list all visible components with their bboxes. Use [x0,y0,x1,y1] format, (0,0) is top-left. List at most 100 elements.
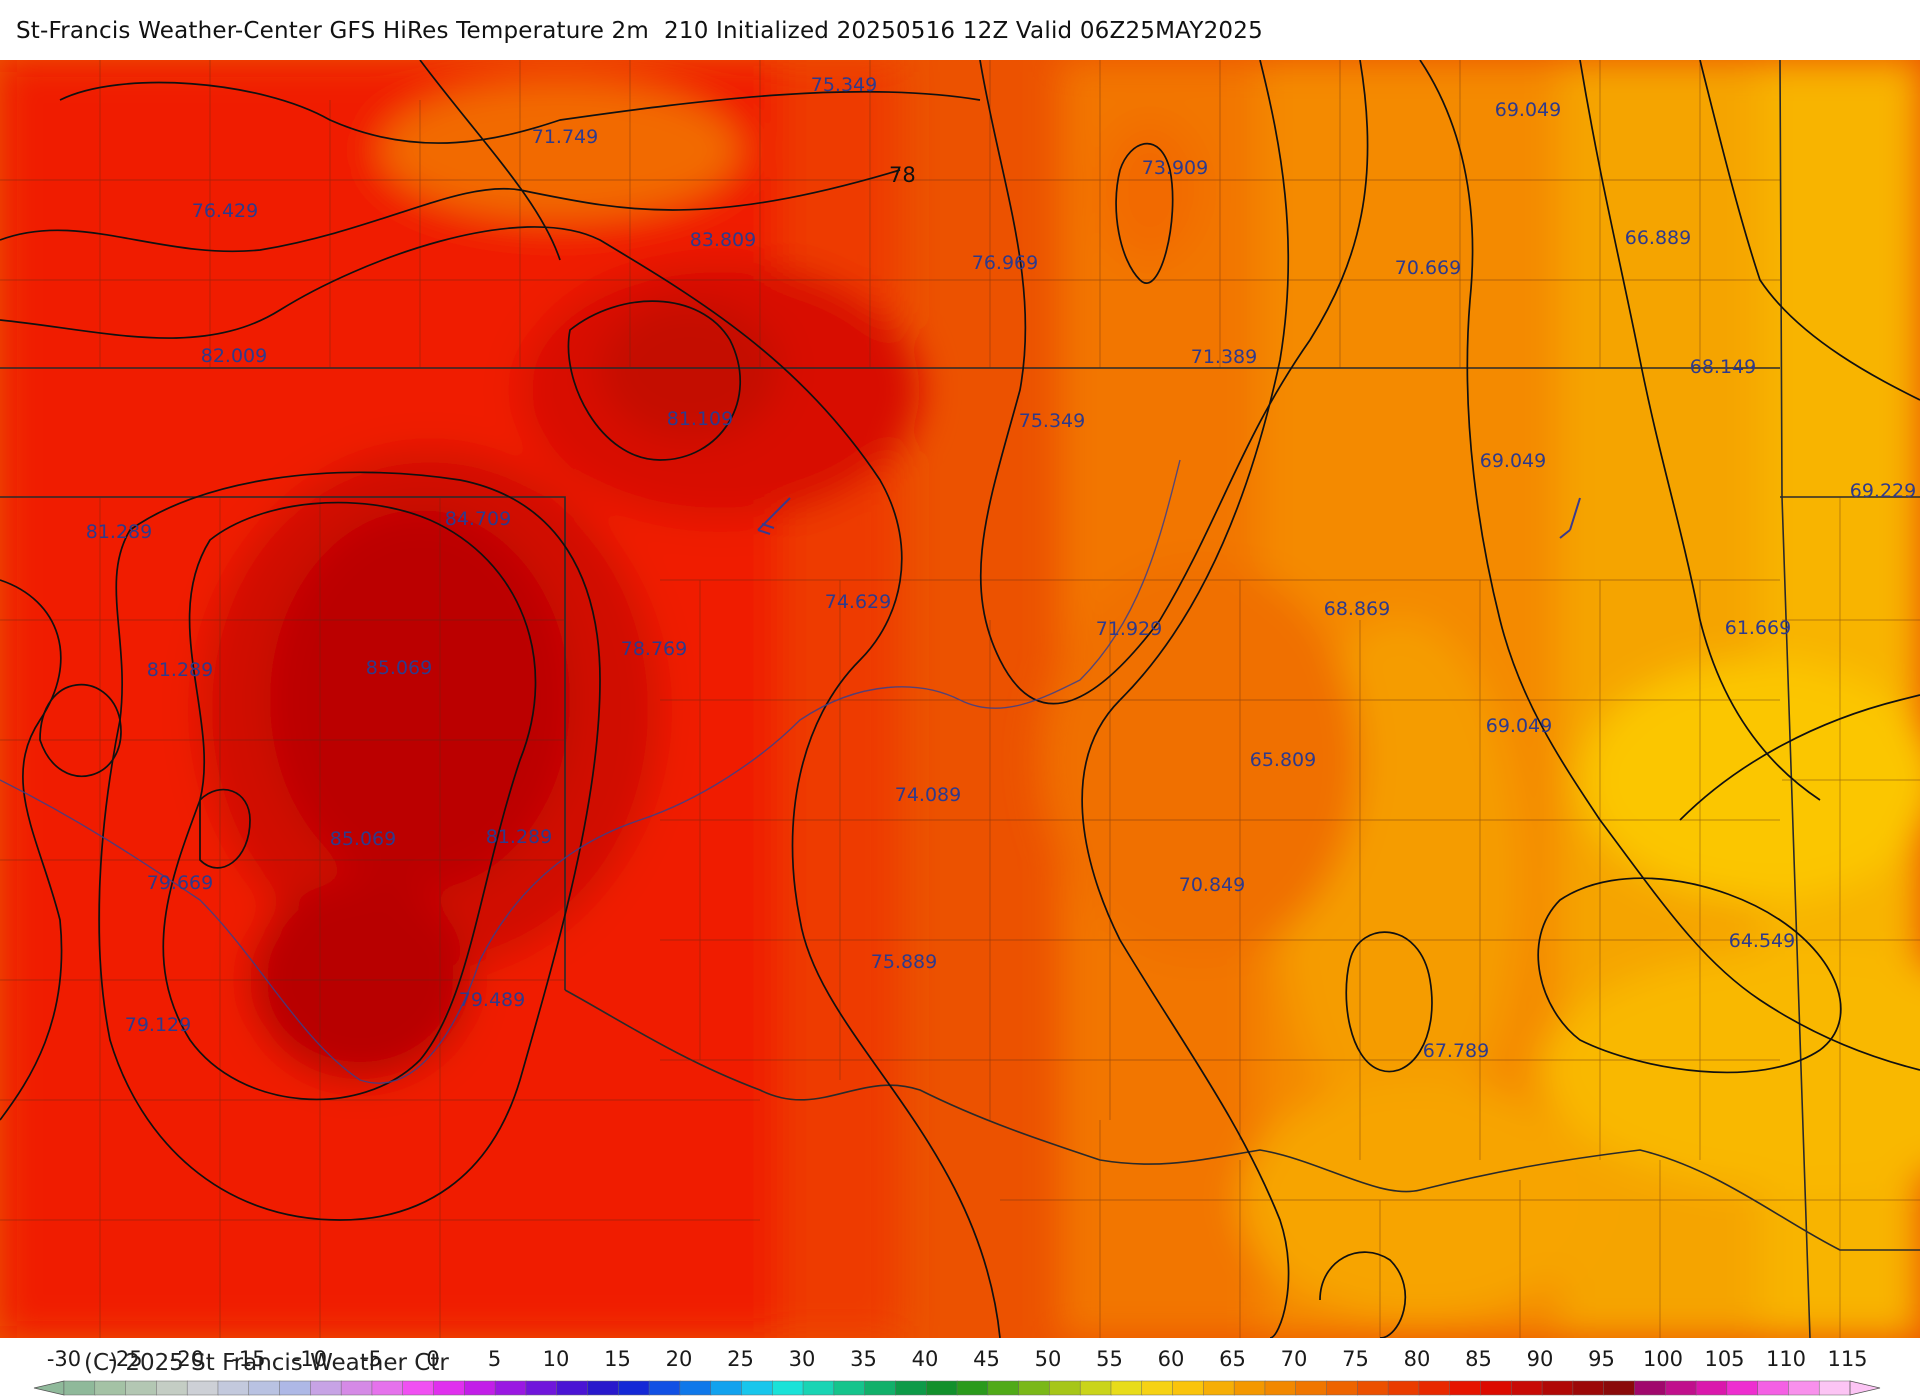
colorbar-swatch [63,1380,96,1396]
colorbar-min-arrow [33,1380,65,1396]
temperature-value-label: 68.869 [1324,598,1390,620]
temperature-map[interactable]: 75.349 71.749 76.429 83.809 73.909 69.049 66.8… [0,60,1920,1338]
temperature-fill-bands [0,60,1920,1338]
colorbar-swatches [33,1380,1881,1396]
colorbar-tick-label: -10 [293,1347,327,1371]
colorbar-tick-label: 70 [1281,1347,1308,1371]
temperature-value-label: 71.929 [1096,618,1162,640]
colorbar-swatch [679,1380,712,1396]
temperature-value-label: 65.809 [1250,749,1316,771]
temperature-value-label: 83.809 [690,229,756,251]
temperature-value-label: 67.789 [1423,1040,1489,1062]
colorbar-tick-label: 10 [543,1347,570,1371]
colorbar-max-arrow [1849,1380,1881,1396]
colorbar-swatch [1203,1380,1235,1396]
colorbar-swatch [125,1380,158,1396]
temperature-value-label: 81.289 [86,521,152,543]
colorbar-swatch [1603,1380,1636,1396]
colorbar-swatch [802,1380,835,1396]
colorbar-swatch [1664,1380,1697,1396]
colorbar-tick-label: 110 [1766,1347,1806,1371]
colorbar-tick-label: 45 [973,1347,1000,1371]
colorbar-swatch [248,1380,281,1396]
colorbar-swatch [956,1380,989,1396]
temperature-value-label: 69.049 [1486,715,1552,737]
contour-label: 78 [889,163,916,187]
colorbar-swatch [402,1380,435,1396]
colorbar-tick-label: 65 [1219,1347,1246,1371]
colorbar-tick-label: 30 [789,1347,816,1371]
colorbar-swatch [987,1380,1020,1396]
colorbar-swatch [771,1380,804,1396]
colorbar-tick-label: 90 [1527,1347,1554,1371]
colorbar-swatch [1264,1380,1297,1396]
colorbar-swatch [1634,1380,1666,1396]
colorbar-swatch [340,1380,373,1396]
temperature-value-label: 70.849 [1179,874,1245,896]
temperature-value-label: 69.049 [1480,450,1546,472]
temperature-value-label: 66.889 [1625,227,1691,249]
colorbar-swatch [1357,1380,1389,1396]
temperature-value-label: 85.069 [366,657,432,679]
colorbar-tick-label: -20 [170,1347,204,1371]
colorbar-swatch [94,1380,127,1396]
isotherm-contours [0,60,1920,1338]
colorbar-swatch [895,1380,927,1396]
colorbar-swatch [1172,1380,1205,1396]
temperature-value-label: 79.129 [125,1014,191,1036]
temperature-value-label: 69.229 [1850,480,1916,502]
colorbar-swatch [156,1380,188,1396]
colorbar-tick-label: 5 [488,1347,501,1371]
colorbar-tick-label: 115 [1827,1347,1867,1371]
colorbar-tick-label: 50 [1035,1347,1062,1371]
colorbar-swatch [1049,1380,1081,1396]
temperature-value-label: 75.349 [811,74,877,96]
colorbar-swatch [1449,1380,1482,1396]
colorbar-tick-label: 20 [666,1347,693,1371]
colorbar-swatch [1541,1380,1574,1396]
colorbar-swatch [556,1380,589,1396]
colorbar-swatch [618,1380,650,1396]
temperature-value-label: 81.109 [667,408,733,430]
state-boundaries [0,60,1920,1338]
colorbar-swatch [741,1380,773,1396]
temperature-value-label: 74.629 [825,591,891,613]
colorbar-tick-label: 0 [426,1347,439,1371]
temperature-colorbar: -30 -25 -20 -15 -10 -5 0 5 10 15 20 25 30 35 40 45 50 55 6… [33,1347,1881,1396]
temperature-value-label: 79.669 [147,872,213,894]
temperature-value-label: 69.049 [1495,99,1561,121]
temperature-value-label: 61.669 [1725,617,1791,639]
colorbar-swatch [587,1380,620,1396]
colorbar-swatch [525,1380,558,1396]
colorbar-tick-label: 35 [850,1347,877,1371]
colorbar-swatch [1511,1380,1543,1396]
map-title: St-Francis Weather-Center GFS HiRes Temp… [16,18,1263,44]
colorbar-tick-label: -25 [108,1347,142,1371]
colorbar-swatch [1079,1380,1112,1396]
colorbar-swatch [1818,1380,1851,1396]
temperature-value-label: 78.769 [621,638,687,660]
colorbar-tick-label: 60 [1158,1347,1185,1371]
reference-isotherm [0,459,1181,1084]
temperature-value-label: 73.909 [1142,157,1208,179]
colorbar-swatch [1141,1380,1174,1396]
colorbar-tick-label: -30 [47,1347,81,1371]
colorbar-tick-label: 15 [604,1347,631,1371]
temperature-value-label: 71.389 [1191,346,1257,368]
copyright-text: (C) 2025 St Francis Weather Ctr [84,1350,449,1376]
colorbar-swatch [1572,1380,1605,1396]
colorbar-swatch [464,1380,496,1396]
temperature-labels: 75.349 71.749 76.429 83.809 73.909 69.049 66.8… [86,74,1916,1062]
wind-barbs [757,497,1581,539]
colorbar-swatch [1695,1380,1728,1396]
temperature-value-label: 64.549 [1729,930,1795,952]
colorbar-swatch [710,1380,743,1396]
temperature-value-label: 81.289 [147,659,213,681]
colorbar-swatch [648,1380,681,1396]
colorbar-swatch [1788,1380,1820,1396]
colorbar-tick-label: 75 [1342,1347,1369,1371]
temperature-value-label: 74.089 [895,784,961,806]
colorbar-ticks: -30 -25 -20 -15 -10 -5 0 5 10 15 20 25 30 35 40 45 50 55 6… [47,1347,1868,1371]
temperature-value-label: 70.669 [1395,257,1461,279]
temperature-value-label: 75.349 [1019,410,1085,432]
